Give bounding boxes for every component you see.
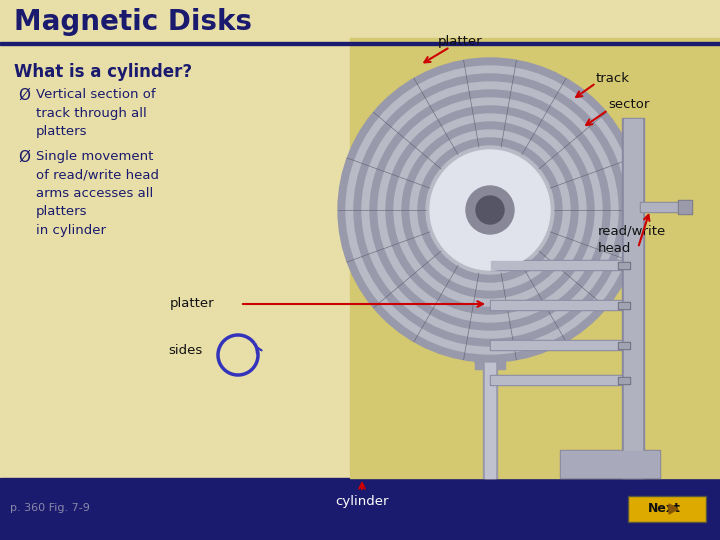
Bar [0,42,720,45]
Circle shape [426,146,554,274]
Circle shape [402,122,578,298]
Bar [640,202,680,212]
Bar [560,450,660,478]
Bar [679,201,691,213]
Circle shape [346,66,634,354]
Text: platter: platter [438,35,482,48]
Circle shape [370,90,610,330]
Bar [618,342,630,349]
Bar [678,200,692,214]
Text: Single movement
of read/write head
arms accesses all
platters
in cylinder: Single movement of read/write head arms … [36,150,159,237]
Circle shape [378,98,602,322]
Bar [490,300,622,310]
Bar [483,68,497,478]
Circle shape [338,58,642,362]
Circle shape [386,106,594,314]
Circle shape [466,186,514,234]
Circle shape [430,150,550,270]
Text: sides: sides [168,343,202,356]
Text: cylinder: cylinder [336,496,389,509]
Bar [641,203,679,211]
Bar [619,303,629,308]
Text: Ø: Ø [18,88,30,103]
Bar [491,261,621,269]
Bar [491,376,621,384]
Text: Ø: Ø [18,150,30,165]
Text: track: track [596,71,630,84]
Bar [618,302,630,309]
Bar [561,451,659,477]
Bar [622,118,644,478]
Bar [491,301,621,309]
Circle shape [394,114,586,306]
Text: Vertical section of
track through all
platters: Vertical section of track through all pl… [36,88,156,138]
Bar [628,496,706,522]
Bar [490,375,622,385]
Bar [619,343,629,348]
Bar [490,260,622,270]
Bar [618,377,630,384]
Text: read/write
head: read/write head [598,225,666,255]
Text: p. 360 Fig. 7-9: p. 360 Fig. 7-9 [10,503,90,513]
Bar [618,262,630,269]
Circle shape [362,82,618,338]
Bar [619,378,629,383]
Circle shape [410,130,570,290]
Bar [475,359,505,369]
Polygon shape [669,504,678,514]
Bar [491,341,621,349]
Bar [619,263,629,268]
Text: Next: Next [648,503,681,516]
Text: What is a cylinder?: What is a cylinder? [14,63,192,81]
Bar [0,478,720,540]
Circle shape [476,196,504,224]
Bar [490,340,622,350]
Text: sector: sector [608,98,649,111]
Text: platter: platter [170,298,215,310]
Text: Magnetic Disks: Magnetic Disks [14,8,252,36]
Bar [350,38,720,478]
Circle shape [418,138,562,282]
Circle shape [354,74,626,346]
Ellipse shape [475,355,505,369]
Bar [624,119,642,477]
Bar [485,68,495,478]
